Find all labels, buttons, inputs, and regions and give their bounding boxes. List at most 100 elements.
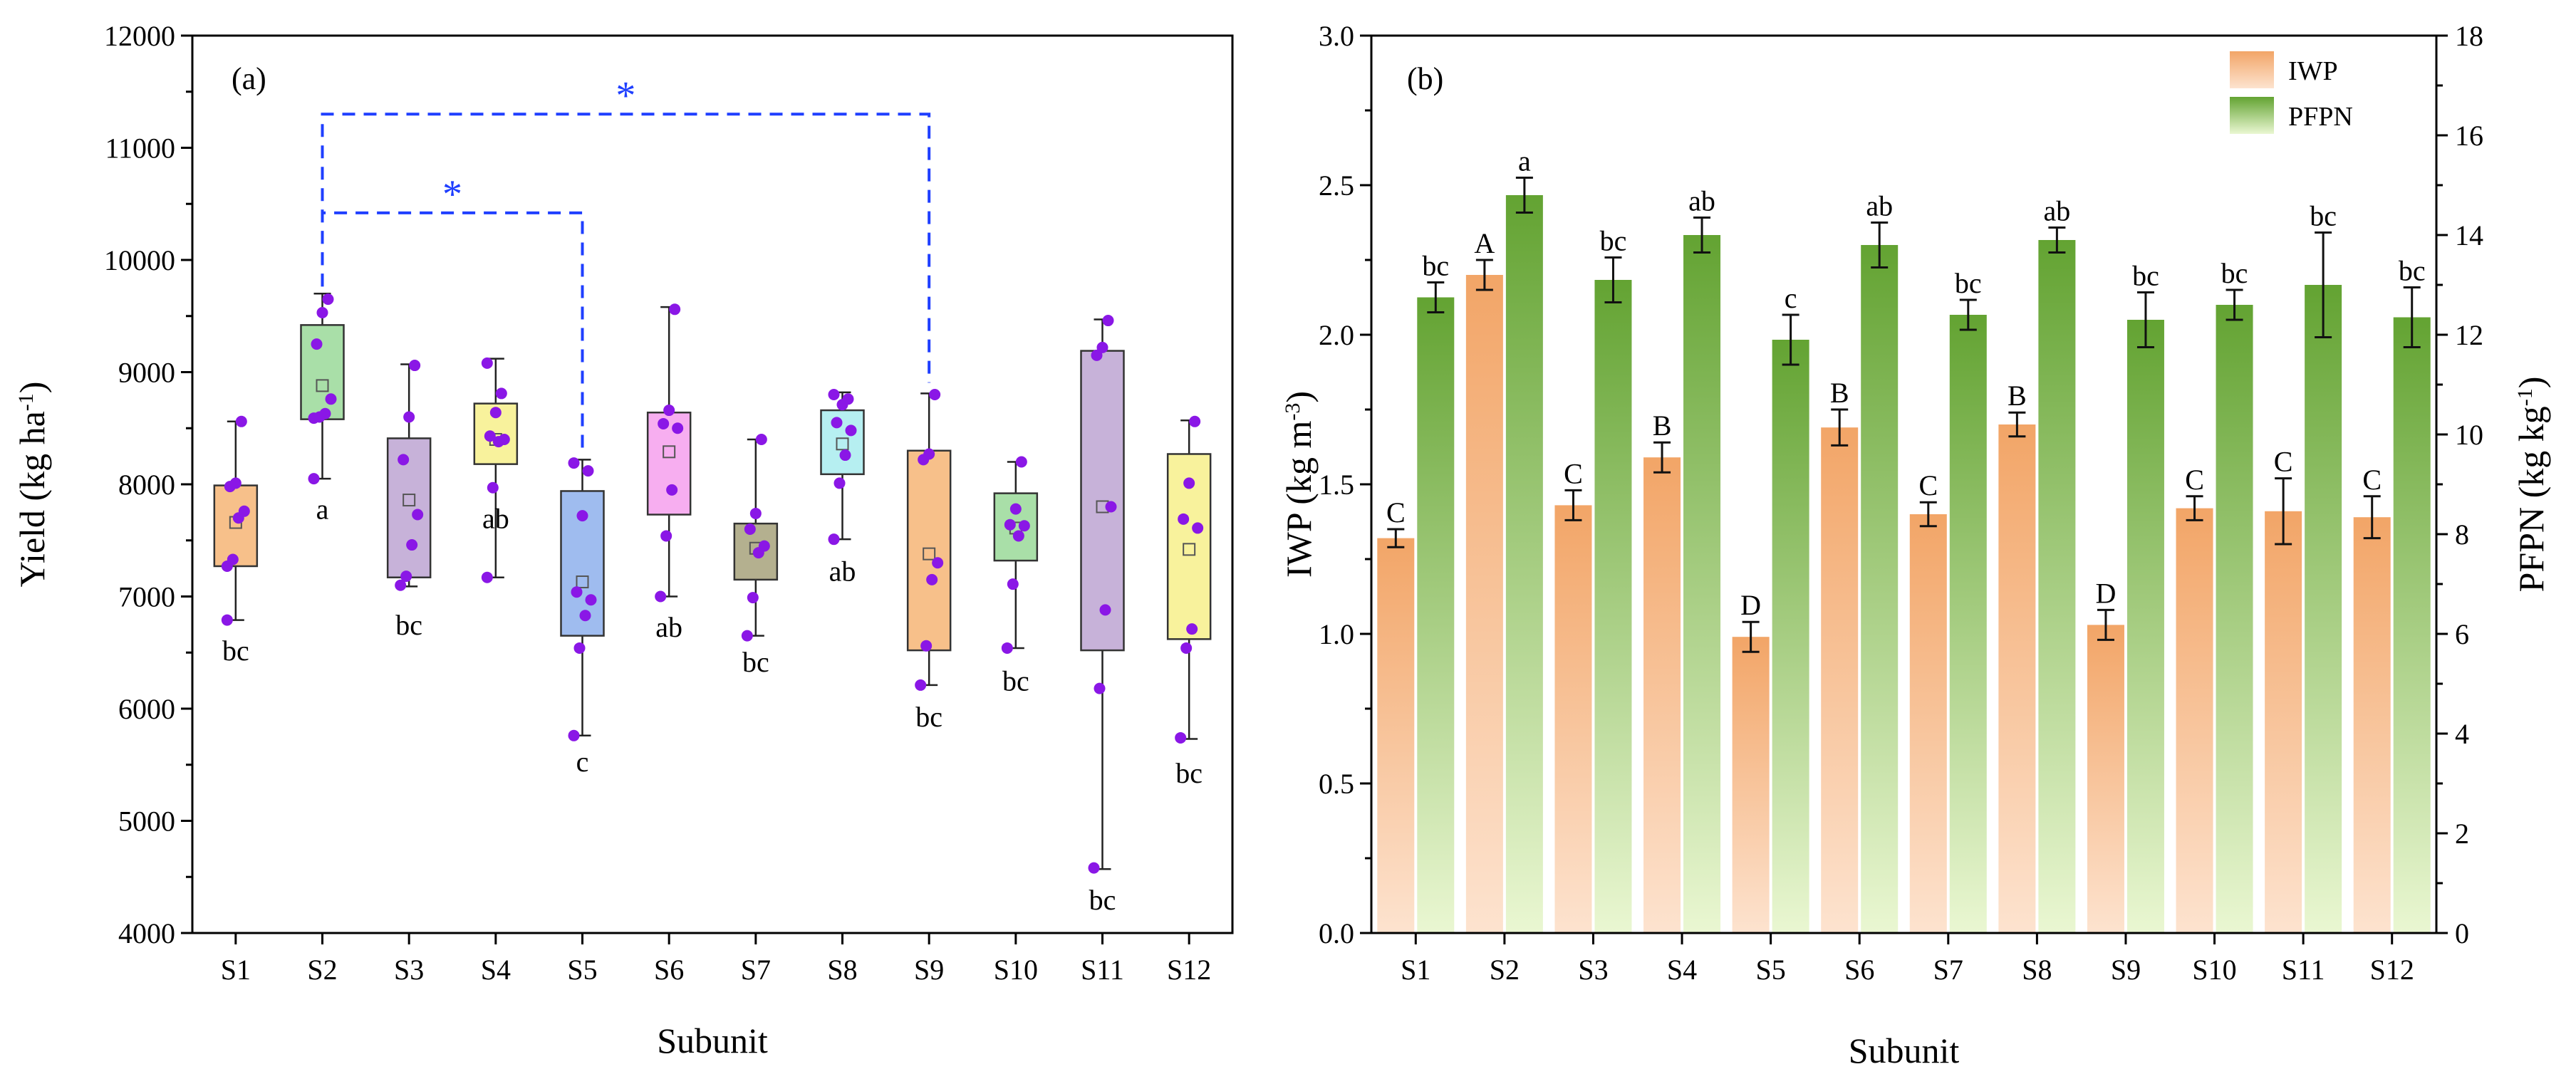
data-point [1189,415,1201,427]
data-point [579,610,591,622]
data-point [923,448,935,460]
pfpn-bar [2216,305,2253,933]
significance-letter: bc [742,646,769,678]
b-right-y-tick-label: 4 [2455,718,2469,750]
iwp-bar [2265,511,2302,933]
data-point [487,481,499,494]
data-point [1001,642,1013,654]
panel-b-x-axis-title: Subunit [1849,1031,1960,1070]
iwp-bar [1554,505,1592,933]
data-point [412,509,424,521]
box-S1 [213,484,259,568]
b-right-y-tick-label: 8 [2455,518,2469,551]
b-left-y-tick-label: 0.0 [1319,917,1354,949]
box-mean-marker [923,547,936,561]
data-point [481,571,493,583]
box-S3 [386,437,432,578]
data-point [319,407,331,419]
a-y-tick-label: 10000 [104,244,175,276]
box-mean-marker [576,575,589,589]
data-point [926,573,938,585]
iwp-significance-letter: B [1653,410,1672,442]
data-point [666,484,678,496]
data-point [755,434,767,445]
significance-letter: ab [829,555,856,587]
legend-label-iwp: IWP [2288,56,2338,86]
iwp-bar [2087,625,2124,933]
data-point [932,557,944,569]
panel-a-x-axis-title: Subunit [657,1021,768,1060]
iwp-significance-letter: A [1474,227,1495,259]
b-left-y-tick-label: 1.5 [1319,469,1354,501]
data-point [839,449,851,462]
data-point [828,533,840,546]
pfpn-bar [1505,195,1543,933]
b-left-y-tick-label: 3.0 [1319,20,1354,52]
data-point [400,570,412,583]
pfpn-significance-letter: bc [2221,257,2248,289]
a-x-tick-label: S4 [481,954,511,986]
data-point [915,679,927,691]
data-point [498,434,510,445]
data-point [568,457,580,469]
a-y-tick-label: 9000 [118,357,175,389]
data-point [576,510,588,522]
data-point [409,360,421,372]
pfpn-significance-letter: ab [1866,190,1893,222]
pfpn-bar [2305,285,2342,933]
pfpn-bar [1417,297,1455,933]
data-point [831,417,843,429]
legend-swatch-pfpn [2230,97,2274,134]
pfpn-significance-letter: a [1518,145,1531,177]
significance-star: * [616,73,635,118]
significance-letter: bc [1089,884,1116,916]
legend-swatch-iwp [2230,51,2274,88]
b-left-y-tick-label: 2.5 [1319,170,1354,202]
pfpn-significance-letter: ab [1688,185,1715,217]
a-x-tick-label: S1 [221,954,251,986]
b-x-tick-label: S4 [1667,954,1697,986]
a-x-tick-label: S11 [1081,954,1124,986]
b-right-y-tick-label: 10 [2455,419,2483,451]
data-point [1192,522,1204,534]
b-left-y-tick-label: 2.0 [1319,319,1354,351]
data-point [828,389,840,400]
b-x-tick-label: S7 [1933,954,1963,986]
data-point [1178,513,1190,525]
b-x-tick-label: S12 [2370,954,2414,986]
data-point [655,590,667,603]
b-right-y-tick-label: 0 [2455,917,2469,949]
data-point [311,338,323,350]
significance-bracket [321,113,931,383]
a-x-tick-label: S5 [567,954,597,986]
iwp-bar [1909,514,1947,933]
significance-letter: ab [482,502,509,534]
panel-a-plot-frame [191,34,1234,934]
data-point [1009,503,1022,515]
data-point [235,415,247,427]
data-point [585,594,597,606]
a-y-tick-label: 7000 [118,581,175,613]
significance-letter: ab [655,611,682,643]
pfpn-significance-letter: bc [1600,225,1627,257]
data-point [749,507,762,519]
b-right-y-tick-label: 2 [2455,818,2469,850]
data-point [489,407,502,419]
data-point [1186,623,1198,635]
data-point [481,357,493,369]
a-y-tick-label: 11000 [105,132,175,165]
box-mean-marker [663,445,676,459]
pfpn-significance-letter: bc [2399,255,2426,287]
data-point [669,303,681,316]
box-S6 [646,411,692,516]
pfpn-significance-letter: bc [2310,200,2337,232]
significance-letter: c [576,746,589,778]
significance-letter: bc [915,701,942,733]
a-x-tick-label: S10 [994,954,1038,986]
pfpn-significance-letter: bc [1955,267,1982,299]
b-right-y-tick-label: 16 [2455,120,2483,152]
box-S9 [906,449,952,652]
iwp-significance-letter: D [2096,577,2117,609]
box-S2 [300,324,345,420]
data-point [398,454,410,466]
